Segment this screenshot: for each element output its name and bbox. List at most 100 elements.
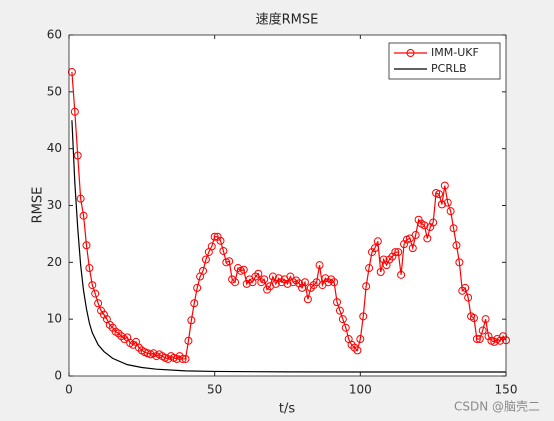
data-point [233, 264, 242, 273]
data-point [277, 278, 286, 287]
data-point [105, 320, 114, 329]
data-point [216, 236, 225, 245]
data-point [376, 267, 385, 276]
data-point [178, 354, 187, 363]
data-point [420, 221, 429, 230]
data-point [333, 298, 342, 307]
data-point [225, 257, 234, 266]
data-point [452, 241, 461, 250]
data-point [172, 354, 181, 363]
data-point [437, 200, 446, 209]
y-tick-label: 20 [47, 255, 62, 269]
y-tick-label: 0 [54, 369, 62, 383]
data-point [82, 241, 91, 250]
data-point [149, 349, 158, 358]
data-point [405, 234, 414, 243]
data-point [73, 151, 82, 160]
data-point [303, 295, 312, 304]
data-point [257, 278, 266, 287]
data-point [324, 278, 333, 287]
data-point [414, 215, 423, 224]
data-point [97, 306, 106, 315]
y-tick-label: 30 [47, 198, 62, 212]
legend-label: IMM-UKF [431, 46, 479, 59]
data-point [478, 326, 487, 335]
data-point [199, 266, 208, 275]
data-point [353, 346, 362, 355]
data-point [472, 335, 481, 344]
data-point [268, 272, 277, 281]
data-point [464, 293, 473, 302]
data-point [231, 278, 240, 287]
data-point [79, 211, 88, 220]
data-point [88, 281, 97, 290]
data-point [350, 343, 359, 352]
y-tick-label: 50 [47, 84, 62, 98]
data-point [164, 354, 173, 363]
data-point [315, 261, 324, 270]
x-tick-label: 100 [349, 383, 372, 397]
data-point [108, 323, 117, 332]
legend-label: PCRLB [431, 62, 467, 75]
data-point [306, 283, 315, 292]
data-point [446, 207, 455, 216]
data-point [76, 194, 85, 203]
data-point [207, 242, 216, 251]
data-point [117, 332, 126, 341]
data-point [91, 289, 100, 298]
data-point [362, 282, 371, 291]
y-axis-label: RMSE [31, 187, 46, 224]
data-point [469, 314, 478, 323]
data-point [481, 315, 490, 324]
data-point [134, 343, 143, 352]
data-point [321, 274, 330, 283]
data-point [449, 224, 458, 233]
data-point [367, 248, 376, 257]
data-point [475, 335, 484, 344]
x-tick-label: 50 [207, 383, 222, 397]
data-point [283, 279, 292, 288]
legend-box [388, 42, 501, 80]
data-point [114, 329, 123, 338]
data-point [411, 231, 420, 240]
data-point [181, 354, 190, 363]
data-point [434, 190, 443, 199]
data-point [190, 299, 199, 308]
data-point [394, 248, 403, 257]
x-tick-label: 150 [495, 383, 518, 397]
data-point [338, 315, 347, 324]
data-point [429, 218, 438, 227]
data-point [184, 336, 193, 345]
plot-area [69, 35, 506, 376]
data-point [67, 67, 76, 76]
data-point [228, 275, 237, 284]
data-point [423, 234, 432, 243]
data-point [210, 232, 219, 241]
data-point [499, 332, 508, 341]
data-point [201, 255, 210, 264]
y-tick-label: 60 [47, 28, 62, 42]
data-point [347, 340, 356, 349]
data-point [455, 258, 464, 267]
legend-marker [406, 49, 415, 57]
data-point [490, 337, 499, 346]
data-point [461, 283, 470, 292]
data-point [335, 306, 344, 315]
data-point [359, 312, 368, 321]
data-point [408, 244, 417, 253]
data-point [94, 299, 103, 308]
chart-title: 速度RMSE [256, 12, 319, 28]
data-point [70, 107, 79, 116]
y-tick-label: 40 [47, 141, 62, 155]
data-point [254, 269, 263, 278]
data-point [187, 316, 196, 325]
data-point [309, 281, 318, 290]
data-point [370, 244, 379, 253]
data-point [330, 278, 339, 287]
data-point [292, 276, 301, 285]
data-point [385, 255, 394, 264]
series-line [71, 120, 506, 373]
x-tick-label: 0 [65, 383, 73, 397]
data-point [274, 274, 283, 283]
